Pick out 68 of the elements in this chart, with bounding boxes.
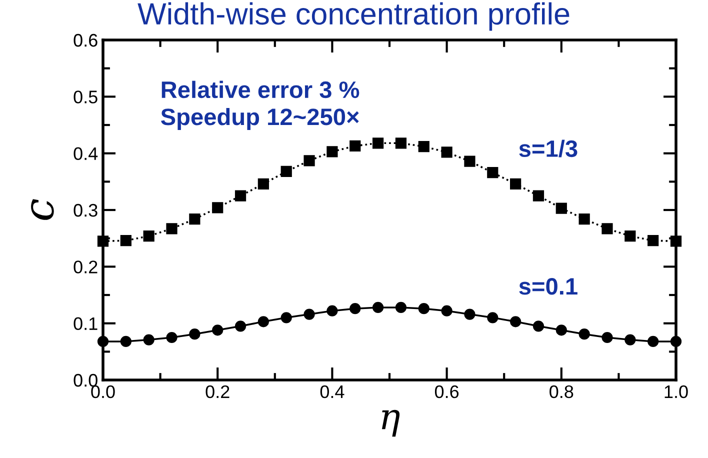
point: [395, 302, 407, 314]
y-tick-label: 0.0: [74, 374, 98, 387]
y-tick-label: 0.3: [74, 204, 98, 217]
point: [258, 178, 269, 190]
point: [624, 334, 636, 346]
point: [234, 190, 246, 202]
point: [624, 230, 636, 242]
point: [326, 146, 338, 158]
point: [578, 328, 590, 340]
point: [372, 138, 384, 149]
point: [441, 305, 452, 316]
point: [189, 214, 200, 225]
point: [304, 155, 315, 166]
point: [258, 316, 269, 328]
point: [464, 156, 476, 167]
point: [143, 230, 154, 242]
point: [143, 334, 154, 346]
point: [648, 235, 659, 246]
y-tick-label: 0.4: [74, 147, 98, 160]
y-tick-label: 0.1: [74, 317, 98, 330]
point: [326, 305, 338, 316]
point: [464, 308, 476, 320]
y-axis-title: c: [31, 199, 54, 220]
point: [487, 167, 498, 178]
point: [556, 324, 567, 336]
point: [441, 146, 452, 158]
point: [280, 312, 292, 324]
point: [602, 223, 613, 234]
point: [350, 140, 361, 152]
point: [510, 316, 522, 328]
x-tick-label: 1.0: [664, 385, 688, 398]
point: [602, 332, 613, 344]
point: [280, 166, 292, 178]
point: [418, 140, 430, 152]
point: [189, 328, 200, 340]
point: [578, 214, 590, 225]
series-label: s=0.1: [519, 278, 578, 295]
point: [166, 223, 178, 234]
x-tick-label: 0.2: [206, 385, 230, 398]
chart-title: Width-wise concentration profile: [138, 2, 570, 31]
point: [234, 320, 246, 332]
point: [212, 202, 224, 214]
point: [212, 324, 224, 336]
x-axis-title: η: [382, 410, 400, 437]
y-tick-label: 0.6: [74, 34, 98, 47]
x-tick-label: 0.6: [434, 385, 459, 398]
point: [487, 312, 498, 324]
annotation: Relative error 3 %: [162, 80, 360, 98]
annotation: Speedup 12~250×: [160, 108, 359, 130]
point: [556, 202, 567, 214]
x-tick-label: 0.0: [91, 385, 115, 398]
point: [532, 320, 544, 332]
point: [166, 332, 178, 344]
y-tick-label: 0.5: [74, 90, 98, 104]
point: [648, 336, 659, 348]
x-tick-label: 0.4: [320, 385, 344, 398]
x-tick-label: 0.8: [550, 385, 574, 398]
point: [350, 303, 361, 314]
series-label: s=1/3: [519, 140, 578, 158]
y-tick-label: 0.2: [74, 260, 98, 274]
point: [372, 302, 384, 314]
point: [395, 138, 407, 149]
point: [510, 178, 522, 190]
point: [120, 235, 132, 246]
point: [120, 336, 132, 348]
point: [418, 303, 430, 314]
point: [532, 190, 544, 202]
point: [304, 308, 315, 320]
